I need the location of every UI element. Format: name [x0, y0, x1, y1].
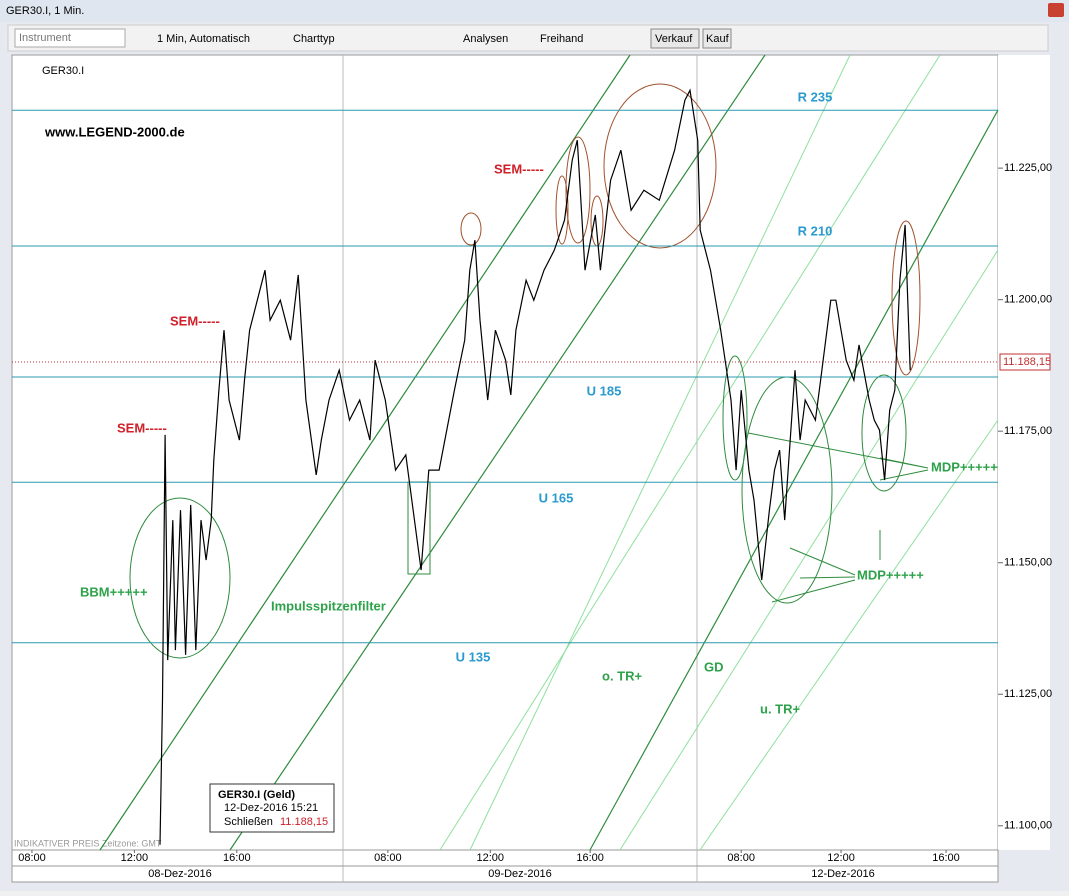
level-label: U 135 [456, 649, 491, 664]
sell-button[interactable] [650, 28, 700, 49]
y-axis-area [998, 55, 1050, 850]
y-tick-label: 11.150,00 [1004, 557, 1052, 569]
current-price-tag [999, 353, 1051, 371]
y-tick-label: 11.125,00 [1004, 688, 1052, 700]
annotation: BBM+++++ [80, 584, 148, 599]
level-label: U 185 [587, 383, 622, 398]
annotation: GD [704, 659, 724, 674]
annotation: u. TR+ [760, 701, 800, 716]
plot-area [11, 54, 999, 851]
annotation: SEM----- [117, 420, 167, 435]
annotation: SEM----- [494, 161, 544, 176]
y-tick-label: 11.200,00 [1004, 294, 1052, 306]
date-label: 12-Dez-2016 [811, 868, 875, 880]
y-tick-label: 11.225,00 [1004, 162, 1052, 174]
level-label: U 165 [539, 490, 574, 505]
date-label: 09-Dez-2016 [488, 868, 552, 880]
title-bar [0, 0, 1069, 22]
level-label: R 210 [798, 223, 833, 238]
annotation: Impulsspitzenfilter [271, 598, 386, 613]
annotation: o. TR+ [602, 668, 642, 683]
level-label: R 235 [798, 89, 833, 104]
sell-label: Verkauf [655, 33, 693, 45]
x-tick-label: 12:00 [121, 852, 149, 864]
x-tick-label: 16:00 [223, 852, 251, 864]
instrument-placeholder: Instrument [19, 32, 71, 44]
x-tick-label: 12:00 [477, 852, 505, 864]
x-tick-label: 12:00 [827, 852, 855, 864]
annotation: MDP+++++ [857, 567, 924, 582]
date-label: 08-Dez-2016 [148, 868, 212, 880]
close-button[interactable] [1048, 3, 1064, 17]
info-time: 12-Dez-2016 15:21 [224, 802, 318, 814]
chart-type-dropdown[interactable]: Charttyp [293, 33, 335, 45]
instrument-input[interactable] [14, 28, 126, 48]
y-tick-label: 11.100,00 [1004, 820, 1052, 832]
y-tick-label: 11.175,00 [1004, 425, 1052, 437]
info-title: GER30.I (Geld) [218, 789, 295, 801]
watermark: www.LEGEND-2000.de [44, 124, 185, 139]
x-tick-label: 16:00 [932, 852, 960, 864]
x-tick-label: 08:00 [374, 852, 402, 864]
toolbar [7, 24, 1049, 52]
interval-dropdown[interactable]: 1 Min, Automatisch [157, 33, 250, 45]
annotation: MDP+++++ [931, 459, 998, 474]
info-close-label: Schließen [224, 816, 273, 828]
annotation: SEM----- [170, 313, 220, 328]
x-tick-label: 16:00 [576, 852, 604, 864]
trend-lines [99, 54, 999, 851]
buy-label: Kauf [706, 33, 730, 45]
symbol-label[interactable]: GER30.I [42, 65, 84, 77]
buy-button[interactable] [702, 28, 732, 49]
price-line [159, 88, 911, 845]
footer: INDIKATIVER PREIS Zeitzone: GMT [14, 838, 162, 848]
window-title: GER30.I, 1 Min. [6, 5, 84, 17]
analyses-dropdown[interactable]: Analysen [463, 33, 508, 45]
info-close-value: 11.188,15 [280, 816, 328, 828]
freehand-dropdown[interactable]: Freihand [540, 33, 583, 45]
info-box [209, 783, 335, 833]
x-tick-label: 08:00 [727, 852, 755, 864]
channel-lines [439, 54, 999, 851]
current-price-label: 11.188,15 [1003, 356, 1051, 368]
x-tick-label: 08:00 [18, 852, 46, 864]
